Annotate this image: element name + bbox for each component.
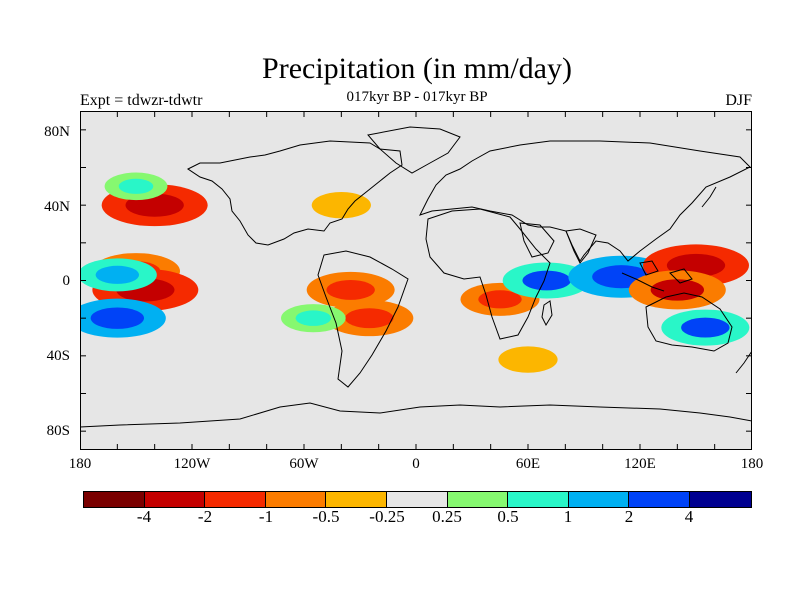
- y-tick-label-40n: 40N: [44, 199, 70, 215]
- colorbar-label-10: 4: [684, 507, 694, 526]
- colorbar-swatch-6: [386, 492, 448, 507]
- coast-north-america: [187, 140, 403, 246]
- y-tick-label-80s: 80S: [46, 423, 70, 439]
- anomaly-region-core-15: [118, 178, 154, 194]
- chart-subtitle: 017kyr BP - 017kyr BP: [346, 89, 488, 105]
- anomaly-region-core-9: [522, 270, 571, 291]
- colorbar-swatch-5: [326, 492, 387, 507]
- colorbar-label-9: 2: [624, 507, 634, 526]
- y-tick-label-0: 0: [62, 273, 71, 289]
- anomaly-region-core-3: [95, 265, 140, 284]
- colorbar-swatch-10: [629, 492, 690, 507]
- colorbar-label-3: -1: [258, 507, 274, 526]
- colorbar-label-8: 1: [563, 507, 573, 526]
- experiment-label: Expt = tdwzr-tdwtr: [80, 92, 203, 109]
- colorbar-swatch-11: [689, 492, 751, 507]
- season-label: DJF: [725, 92, 752, 109]
- coast-africa: [425, 208, 551, 340]
- coast-india: [565, 228, 597, 264]
- anomaly-region-core-16: [511, 352, 545, 367]
- coast-indonesia: [621, 260, 693, 292]
- colorbar-label-1: -4: [136, 507, 152, 526]
- coastline-layer: [80, 126, 752, 428]
- coast-arabia: [519, 222, 555, 258]
- anomaly-region-core-12: [650, 279, 705, 301]
- y-tick-label-40s: 40S: [46, 348, 70, 364]
- colorbar-label-5: -0.25: [369, 507, 405, 526]
- x-tick-label-120e: 120E: [624, 456, 656, 472]
- colorbar-swatch-8: [508, 492, 569, 507]
- chart-title: Precipitation (in mm/day): [262, 52, 572, 85]
- anomaly-region-core-5: [326, 280, 375, 300]
- map-frame: [80, 111, 752, 450]
- anomaly-region-core-4: [90, 307, 145, 329]
- anomaly-layer: [80, 172, 750, 373]
- colorbar-swatch-2: [144, 492, 206, 507]
- coast-madagascar: [541, 300, 553, 327]
- coast-south-america: [317, 250, 409, 388]
- coast-greenland: [367, 126, 461, 174]
- x-tick-label-60e: 60E: [515, 456, 541, 472]
- colorbar-label-2: -2: [197, 507, 213, 526]
- anomaly-region-core-14: [325, 197, 358, 213]
- map-svg: [80, 111, 752, 450]
- x-tick-label-120w: 120W: [173, 456, 211, 472]
- coast-antarctica: [80, 402, 752, 428]
- x-tick-label-180w: 180: [68, 456, 92, 472]
- anomaly-region-core-6: [345, 308, 394, 329]
- coast-new-zealand: [735, 350, 752, 374]
- colorbar-swatch-9: [568, 492, 630, 507]
- colorbar-swatch-1: [84, 492, 145, 507]
- x-tick-label-180e: 180: [740, 456, 764, 472]
- coast-australia: [645, 292, 733, 352]
- colorbar-label-7: 0.5: [497, 507, 519, 526]
- map-plot-area: [80, 111, 752, 450]
- colorbar-label-6: 0.25: [432, 507, 462, 526]
- x-tick-label-0: 0: [412, 456, 420, 472]
- coast-eurasia: [419, 140, 751, 262]
- coast-japan: [701, 186, 717, 208]
- colorbar-swatch-3: [205, 492, 266, 507]
- colorbar-swatch-7: [447, 492, 509, 507]
- colorbar: [83, 491, 752, 508]
- colorbar-label-4: -0.5: [312, 507, 340, 526]
- colorbar-swatch-4: [265, 492, 327, 507]
- anomaly-region-core-13: [681, 317, 730, 338]
- y-tick-label-80n: 80N: [44, 124, 70, 140]
- anomaly-region-core-8: [478, 290, 522, 309]
- anomaly-region-core-7: [295, 310, 332, 326]
- x-tick-label-60w: 60W: [289, 456, 319, 472]
